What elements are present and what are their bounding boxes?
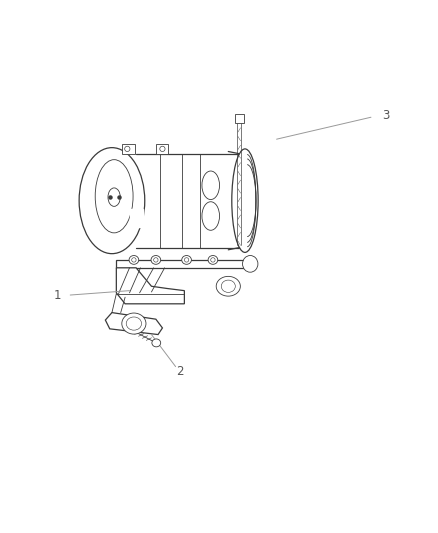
FancyBboxPatch shape	[121, 144, 134, 154]
Text: 3: 3	[382, 109, 389, 122]
Polygon shape	[129, 209, 142, 227]
Text: 2: 2	[176, 365, 184, 378]
Ellipse shape	[221, 280, 235, 293]
Ellipse shape	[201, 171, 219, 199]
Ellipse shape	[151, 255, 160, 264]
Ellipse shape	[181, 255, 191, 264]
Ellipse shape	[95, 160, 133, 233]
Ellipse shape	[210, 258, 215, 262]
Polygon shape	[116, 260, 252, 268]
Ellipse shape	[201, 202, 219, 230]
Text: 1: 1	[53, 288, 61, 302]
Ellipse shape	[79, 148, 145, 254]
Ellipse shape	[159, 146, 165, 151]
Ellipse shape	[152, 339, 160, 347]
Ellipse shape	[129, 255, 138, 264]
Ellipse shape	[216, 277, 240, 296]
Ellipse shape	[153, 258, 158, 262]
Ellipse shape	[242, 255, 257, 272]
Ellipse shape	[108, 188, 120, 206]
Ellipse shape	[184, 258, 188, 262]
Ellipse shape	[131, 258, 136, 262]
Ellipse shape	[231, 149, 258, 253]
FancyBboxPatch shape	[155, 144, 168, 154]
Ellipse shape	[124, 146, 130, 151]
Polygon shape	[116, 268, 184, 304]
Ellipse shape	[208, 255, 217, 264]
Ellipse shape	[126, 317, 141, 330]
Ellipse shape	[122, 313, 145, 334]
Polygon shape	[105, 312, 162, 335]
FancyBboxPatch shape	[234, 114, 243, 123]
